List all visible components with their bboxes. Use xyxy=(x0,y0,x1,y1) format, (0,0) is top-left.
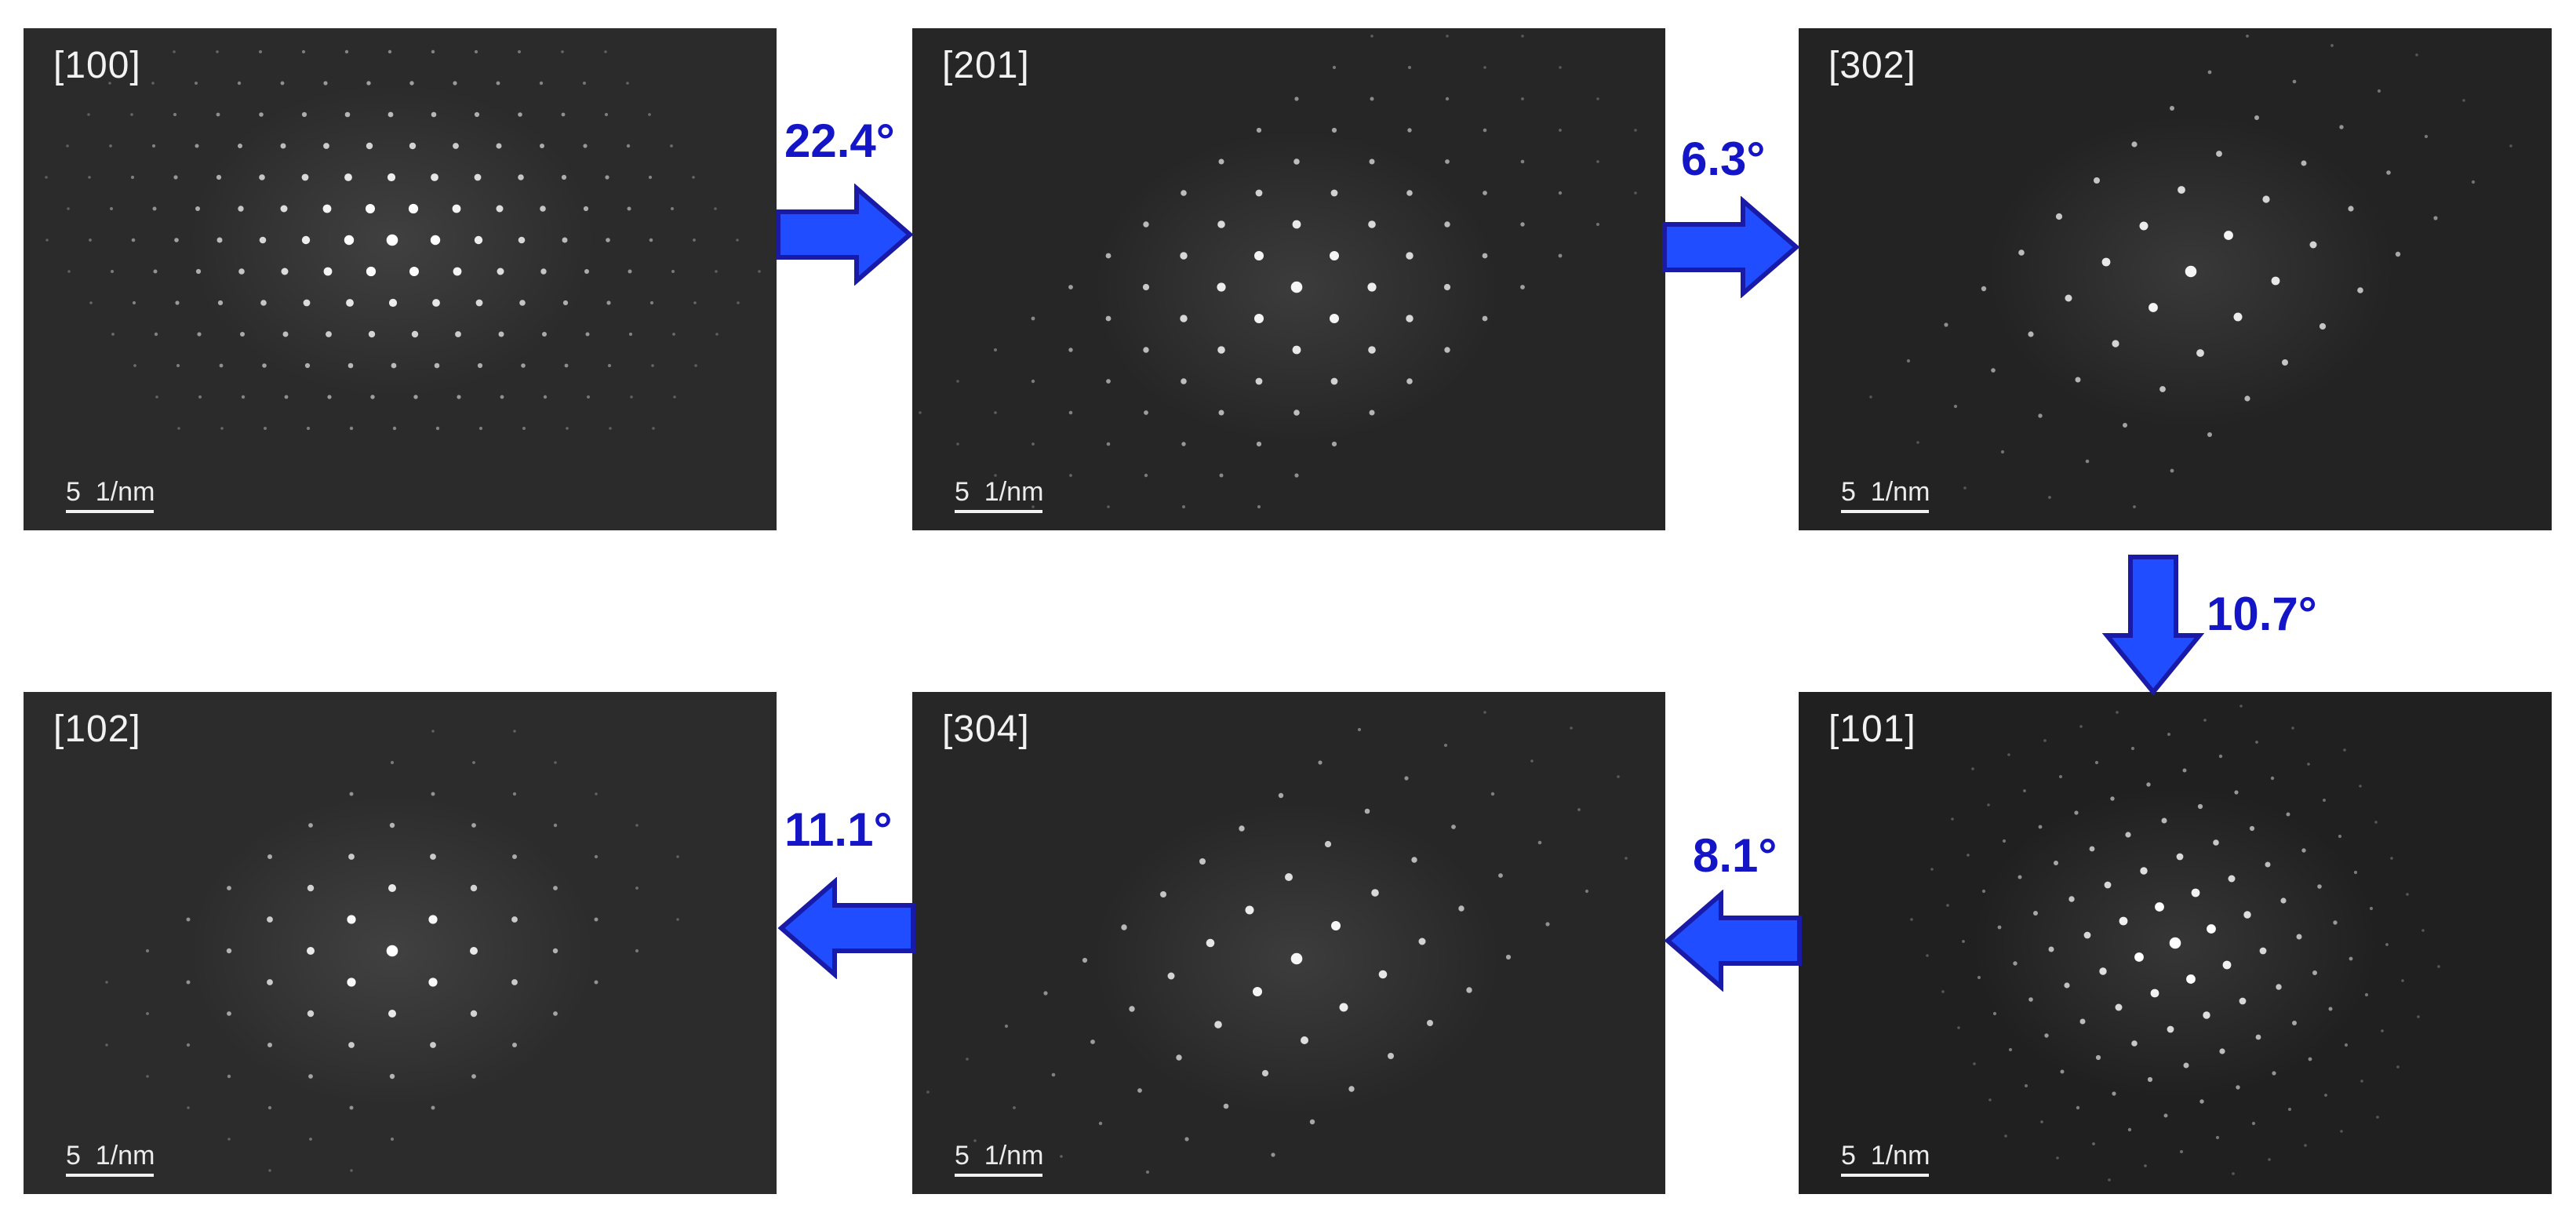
zone-axis-label: [102] xyxy=(53,708,141,750)
arrow-right-icon xyxy=(1662,196,1800,298)
diffraction-panel-102: [102] 5 1/nm xyxy=(24,692,777,1194)
zone-axis-label: [101] xyxy=(1828,708,1916,750)
arrow-left-icon xyxy=(1664,890,1802,992)
diffraction-pattern-100 xyxy=(24,28,777,530)
arrow-right-icon xyxy=(776,184,914,286)
diffraction-pattern-302 xyxy=(1799,28,2552,530)
scale-bar-line xyxy=(1841,510,1929,513)
scale-bar: 5 1/nm xyxy=(1841,477,1935,513)
zone-axis-label: [302] xyxy=(1828,45,1916,86)
zone-axis-label: [100] xyxy=(53,45,141,86)
scale-bar-label: 5 1/nm xyxy=(1841,477,1930,507)
rotation-angle-label: 8.1° xyxy=(1693,829,1777,882)
scale-bar: 5 1/nm xyxy=(955,477,1049,513)
rotation-angle-label: 22.4° xyxy=(784,115,895,167)
diffraction-pattern-102 xyxy=(24,692,777,1194)
diffraction-panel-100: [100] 5 1/nm xyxy=(24,28,777,530)
rotation-angle-label: 11.1° xyxy=(784,803,893,856)
zone-axis-label: [304] xyxy=(942,708,1030,750)
zone-axis-label: [201] xyxy=(942,45,1030,86)
scale-bar-line xyxy=(955,510,1042,513)
scale-bar-label: 5 1/nm xyxy=(1841,1141,1930,1171)
scale-bar-label: 5 1/nm xyxy=(66,477,155,507)
scale-bar-label: 5 1/nm xyxy=(955,1141,1044,1171)
scale-bar-line xyxy=(955,1174,1042,1177)
diffraction-panel-302: [302] 5 1/nm xyxy=(1799,28,2552,530)
scale-bar: 5 1/nm xyxy=(1841,1141,1935,1177)
arrow-left-icon xyxy=(777,877,915,979)
scale-bar-line xyxy=(66,510,154,513)
scale-bar-line xyxy=(1841,1174,1929,1177)
scale-bar: 5 1/nm xyxy=(955,1141,1049,1177)
diffraction-pattern-304 xyxy=(912,692,1665,1194)
rotation-angle-label: 6.3° xyxy=(1681,133,1766,185)
diffraction-panel-201: [201] 5 1/nm xyxy=(912,28,1665,530)
scale-bar-label: 5 1/nm xyxy=(955,477,1044,507)
scale-bar: 5 1/nm xyxy=(66,477,160,513)
diffraction-panel-304: [304] 5 1/nm xyxy=(912,692,1665,1194)
scale-bar: 5 1/nm xyxy=(66,1141,160,1177)
scale-bar-label: 5 1/nm xyxy=(66,1141,155,1171)
diffraction-panel-101: [101] 5 1/nm xyxy=(1799,692,2552,1194)
rotation-angle-label: 10.7° xyxy=(2207,588,2317,640)
arrow-down-icon xyxy=(2102,555,2204,696)
diffraction-pattern-201 xyxy=(912,28,1665,530)
diffraction-pattern-101 xyxy=(1799,692,2552,1194)
scale-bar-line xyxy=(66,1174,154,1177)
